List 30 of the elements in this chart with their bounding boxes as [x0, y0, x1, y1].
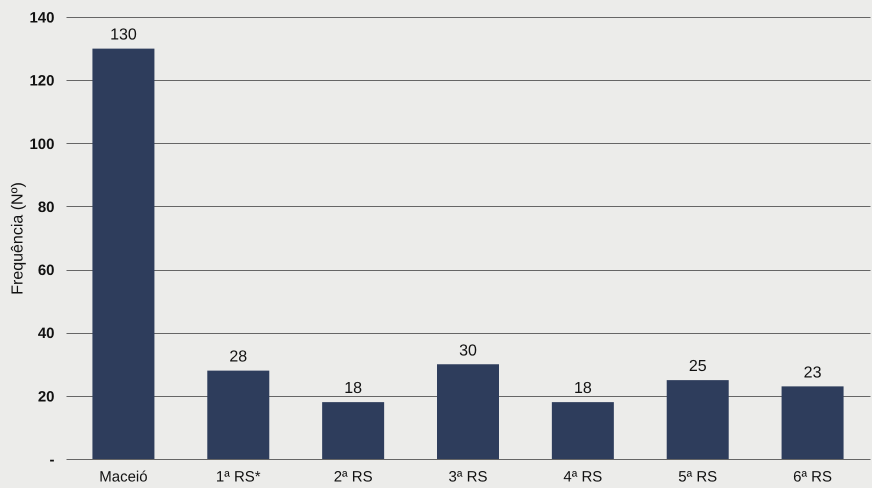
y-tick-label: 140	[29, 10, 54, 26]
bar	[782, 386, 844, 459]
y-tick-label: 80	[38, 198, 54, 216]
bar	[207, 370, 270, 459]
x-tick-label: 4ª RS	[563, 468, 602, 486]
bar	[437, 364, 499, 459]
bar	[666, 380, 729, 459]
x-tick-label: 3ª RS	[448, 468, 488, 486]
y-tick-label: 60	[38, 262, 54, 280]
y-tick-label: -	[50, 452, 54, 468]
y-tick-label: 40	[38, 325, 54, 342]
y-tick-label: 120	[29, 72, 54, 90]
x-tick-label: 2ª RS	[334, 468, 373, 486]
data-label: 23	[804, 364, 822, 382]
y-axis-title: Frequência (Nº)	[9, 182, 26, 295]
y-tick-label: 20	[38, 388, 54, 406]
y-tick-label: 100	[29, 136, 54, 153]
bar	[322, 402, 384, 459]
bar	[552, 402, 614, 459]
x-tick-label: 5ª RS	[678, 468, 718, 486]
data-label: 18	[574, 380, 592, 398]
x-tick-label: Maceió	[99, 468, 148, 486]
x-tick-label: 1ª RS*	[216, 468, 261, 486]
data-label: 130	[110, 26, 137, 44]
data-label: 28	[229, 348, 248, 366]
data-label: 30	[459, 342, 477, 360]
data-label: 25	[688, 358, 707, 376]
bar	[92, 48, 154, 459]
data-label: 18	[344, 380, 362, 398]
x-tick-label: 6ª RS	[793, 468, 832, 486]
